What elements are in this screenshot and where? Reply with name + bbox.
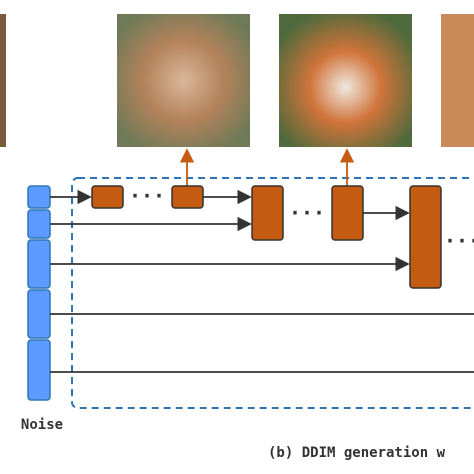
caption: (b) DDIM generation w xyxy=(268,445,446,461)
noise-column xyxy=(27,185,51,401)
image-noisy xyxy=(117,14,250,147)
output-arrows xyxy=(179,148,355,186)
image-partial xyxy=(441,14,474,147)
image-clean xyxy=(279,14,412,147)
image-partial xyxy=(0,14,6,147)
ellipsis: ··· xyxy=(129,184,165,208)
blocks xyxy=(91,185,442,289)
noise-label: Noise xyxy=(21,417,63,433)
ellipsis: ··· xyxy=(289,201,325,225)
dashed-box xyxy=(71,177,474,409)
ellipsis: ··· xyxy=(444,229,474,253)
arrows xyxy=(50,189,474,373)
